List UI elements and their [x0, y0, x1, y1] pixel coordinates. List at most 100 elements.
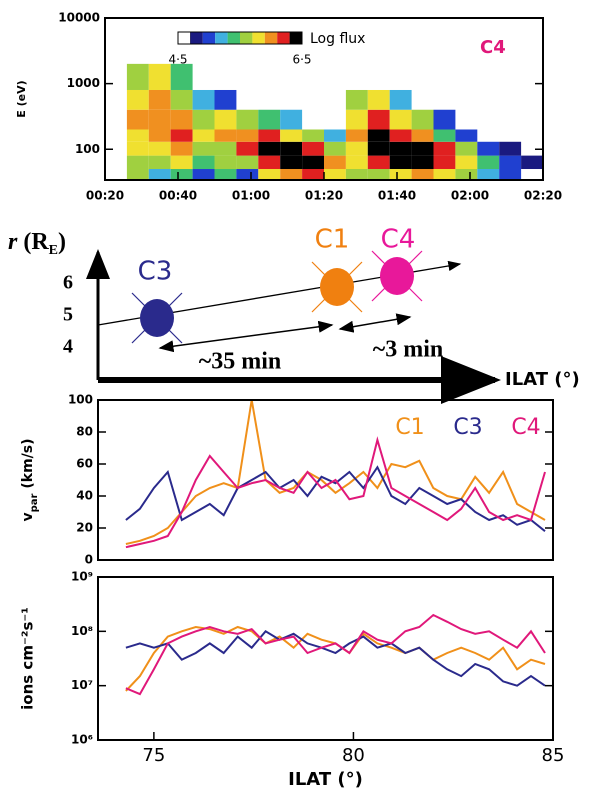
heat-cell — [170, 89, 193, 110]
colorbar-tick-label: 4·5 — [168, 53, 187, 67]
interval-arrow — [158, 320, 334, 353]
heat-cell — [236, 129, 259, 142]
y-tick-label: 10000 — [58, 11, 100, 25]
x-tick-label: 02:00 — [451, 189, 489, 203]
diagram-tick-label: 4 — [63, 336, 73, 358]
heat-cell — [148, 109, 171, 130]
heat-cell — [324, 129, 346, 142]
spacecraft — [320, 268, 354, 306]
heat-cell — [367, 89, 390, 110]
colorbar-tick-label: 6·5 — [292, 53, 311, 67]
heat-cell — [477, 169, 500, 180]
colorbar-frame — [177, 31, 303, 45]
spacecraft-ray — [131, 292, 146, 307]
heat-cell — [367, 155, 390, 170]
heat-cell — [389, 129, 412, 142]
x-tick-label: 80 — [342, 745, 365, 766]
spacecraft-ray — [311, 298, 326, 313]
heat-cell — [280, 129, 303, 142]
heat-cell — [170, 63, 193, 90]
spacecraft-ray — [311, 261, 326, 276]
colorbar-swatch — [190, 32, 203, 44]
heat-cell — [367, 109, 390, 130]
heat-cell — [324, 141, 346, 156]
heat-cell — [148, 129, 171, 142]
heat-cell — [170, 129, 193, 142]
interval-label: ~35 min — [199, 349, 282, 375]
spacecraft-ray — [371, 287, 386, 302]
heat-cell — [126, 129, 149, 142]
y-tick-label: 100 — [75, 142, 100, 156]
heat-cell — [192, 169, 215, 180]
legend-entry: C4 — [511, 415, 540, 440]
y-tick-label: 1000 — [67, 76, 100, 90]
diagram-axis-label: r (RE) — [8, 229, 66, 258]
y-tick-label: 10⁶ — [71, 733, 93, 747]
y-tick-label: 0 — [85, 553, 93, 567]
heat-cell — [302, 141, 324, 156]
heat-cell — [499, 155, 522, 170]
heat-cell — [192, 141, 215, 156]
heat-cell — [345, 89, 368, 110]
heat-cell — [148, 155, 171, 170]
heat-cell — [455, 129, 478, 142]
heat-cell — [411, 141, 434, 156]
colorbar-label: Log flux — [310, 31, 365, 47]
colorbar-swatch — [289, 32, 302, 44]
panel-annotation: C4 — [480, 37, 506, 58]
legend-entry: C3 — [453, 415, 482, 440]
heat-cell — [367, 129, 390, 142]
heat-cell — [345, 141, 368, 156]
heat-cell — [477, 155, 500, 170]
y-axis-label: ions cm⁻²s⁻¹ — [19, 607, 37, 710]
heat-cell — [126, 89, 149, 110]
heat-cell — [433, 129, 456, 142]
heat-cell — [389, 109, 412, 130]
series-line — [125, 630, 546, 687]
heat-cell — [411, 129, 434, 142]
x-tick-label: 01:40 — [378, 189, 416, 203]
series-line — [125, 613, 546, 696]
heat-cell — [499, 141, 522, 156]
heat-cell — [345, 109, 368, 130]
spacecraft-label: C3 — [138, 257, 173, 287]
x-axis-label: ILAT (°) — [288, 769, 363, 790]
y-axis-label-part: v — [20, 512, 36, 521]
spacecraft-label: C1 — [315, 225, 350, 255]
heat-cell — [345, 169, 368, 180]
y-axis-label-part: par — [29, 493, 40, 512]
heat-cell — [126, 155, 149, 170]
heat-cell — [126, 141, 149, 156]
plot-frame — [97, 576, 554, 741]
heat-cell — [258, 141, 281, 156]
y-tick-label: 40 — [76, 489, 93, 503]
series-line — [125, 625, 546, 692]
colorbar-swatch — [215, 32, 228, 44]
diagram-tick-label: 6 — [63, 272, 73, 294]
y-tick-label: 60 — [76, 457, 93, 471]
x-tick-label: 00:20 — [86, 189, 124, 203]
heat-cell — [302, 155, 324, 170]
heat-cell — [433, 141, 456, 156]
x-tick-label: 01:20 — [305, 189, 343, 203]
y-axis-label: E (eV) — [15, 80, 28, 117]
plot-frame — [97, 399, 554, 561]
x-tick-label: 85 — [542, 745, 565, 766]
diagram-axis-label-part: E — [49, 243, 58, 258]
heat-cell — [236, 141, 259, 156]
heat-cell — [280, 109, 303, 130]
legend-entry: C1 — [395, 415, 424, 440]
spacecraft-ray — [371, 250, 386, 265]
spacecraft-ray — [408, 250, 423, 265]
heat-cell — [433, 169, 456, 180]
heat-cell — [126, 109, 149, 130]
heat-cell — [521, 155, 543, 170]
spacecraft-ray — [408, 287, 423, 302]
spacecraft-ray — [348, 298, 363, 313]
colorbar-swatch — [177, 31, 191, 45]
heat-cell — [280, 155, 303, 170]
heat-cell — [148, 63, 171, 90]
heat-cell — [324, 169, 346, 180]
heat-cell — [236, 109, 259, 130]
